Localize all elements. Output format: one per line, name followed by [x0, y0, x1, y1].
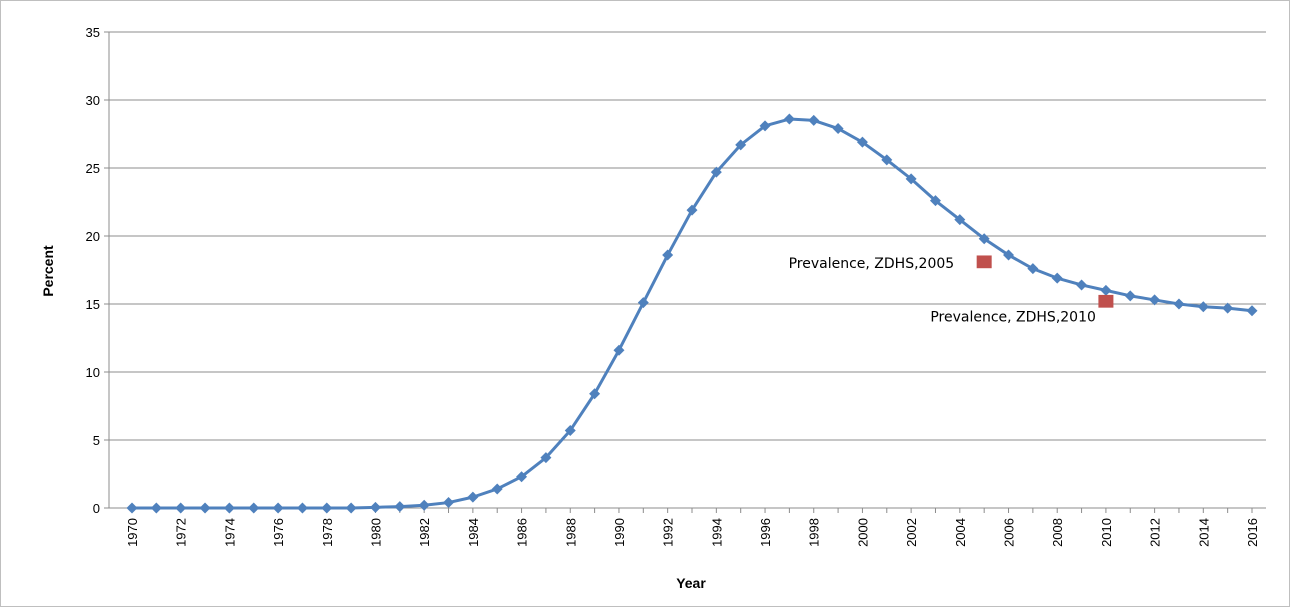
series-markers: [126, 113, 1258, 514]
y-tick-label: 35: [86, 25, 100, 40]
x-tick-label: 1988: [563, 518, 578, 547]
x-tick-label: 1996: [758, 518, 773, 547]
data-point: [443, 497, 455, 509]
x-tick-label: 2014: [1196, 518, 1211, 547]
x-tick-label: 1982: [417, 518, 432, 547]
data-point: [369, 501, 381, 513]
data-point: [1222, 302, 1234, 314]
x-tick-label: 1984: [466, 518, 481, 547]
x-tick-label: 1974: [222, 518, 237, 547]
data-point: [467, 491, 479, 503]
x-tick-label: 1972: [174, 518, 189, 547]
data-point: [1124, 290, 1136, 302]
x-tick-label: 1998: [807, 518, 822, 547]
data-point: [856, 136, 868, 148]
data-point: [516, 471, 528, 483]
data-point: [126, 502, 138, 514]
y-tick-labels: 0 5 10 15 20 25 30 35: [86, 25, 100, 516]
data-point: [1003, 249, 1015, 261]
data-point: [686, 204, 698, 216]
x-tick-label: 2008: [1050, 518, 1065, 547]
x-tick-label: 2004: [953, 518, 968, 547]
x-tick-label: 1990: [612, 518, 627, 547]
data-point: [175, 502, 187, 514]
data-point: [345, 502, 357, 514]
annotation-label: Prevalence, ZDHS,2010: [930, 309, 1096, 325]
data-point: [929, 195, 941, 207]
data-point: [296, 502, 308, 514]
x-tick-label: 2012: [1148, 518, 1163, 547]
data-point: [1197, 301, 1209, 313]
data-point: [1149, 294, 1161, 306]
data-point: [710, 166, 722, 178]
data-point: [954, 214, 966, 226]
data-point: [808, 114, 820, 126]
y-tick-label: 15: [86, 297, 100, 312]
data-point: [662, 249, 674, 261]
data-point: [1100, 284, 1112, 296]
data-point: [832, 123, 844, 135]
data-point: [540, 452, 552, 464]
data-point: [491, 483, 503, 495]
data-point: [564, 424, 576, 436]
data-point: [321, 502, 333, 514]
x-tick-label: 1986: [515, 518, 530, 547]
survey-point: [1098, 294, 1114, 308]
x-tick-label: 1980: [368, 518, 383, 547]
x-tick-label: 2016: [1245, 518, 1260, 547]
data-point: [418, 499, 430, 511]
gridlines: [109, 31, 1266, 441]
data-point: [1051, 272, 1063, 284]
x-tick-labels: 1970 1972 1974 1976 1978 1980 1982 1984 1986 1988…: [125, 518, 1260, 547]
x-tick-label: 2000: [855, 518, 870, 547]
data-point: [1246, 305, 1258, 317]
data-point: [150, 502, 162, 514]
data-point: [272, 502, 284, 514]
annotation-label: Prevalence, ZDHS,2005: [789, 256, 955, 272]
data-point: [1173, 298, 1185, 310]
data-point: [637, 297, 649, 309]
data-point: [783, 113, 795, 125]
data-point: [1027, 263, 1039, 275]
y-tick-label: 10: [86, 365, 100, 380]
data-point: [978, 233, 990, 245]
y-tick-label: 5: [93, 433, 100, 448]
data-point: [248, 502, 260, 514]
data-point: [735, 139, 747, 151]
x-tick-label: 1976: [271, 518, 286, 547]
y-tick-label: 30: [86, 93, 100, 108]
data-point: [759, 120, 771, 132]
x-tick-label: 1992: [661, 518, 676, 547]
data-point: [1076, 279, 1088, 291]
x-tick-label: 1978: [320, 518, 335, 547]
y-tick-label: 20: [86, 229, 100, 244]
data-point: [905, 173, 917, 185]
annotations: Prevalence, ZDHS,2005 Prevalence, ZDHS,20…: [789, 256, 1096, 325]
x-tick-label: 2002: [904, 518, 919, 547]
data-point: [223, 502, 235, 514]
x-tick-label: 2006: [1002, 518, 1017, 547]
survey-point: [976, 255, 992, 269]
y-tick-label: 25: [86, 161, 100, 176]
data-point: [589, 388, 601, 400]
x-tick-label: 2010: [1099, 518, 1114, 547]
data-point: [394, 501, 406, 513]
axes: [104, 31, 1266, 513]
x-axis-title: Year: [676, 575, 706, 591]
data-point: [199, 502, 211, 514]
data-point: [613, 344, 625, 356]
data-point: [881, 154, 893, 166]
x-tick-label: 1994: [709, 518, 724, 547]
y-tick-label: 0: [93, 501, 100, 516]
x-tick-label: 1970: [125, 518, 140, 547]
y-axis-title: Percent: [40, 245, 56, 297]
